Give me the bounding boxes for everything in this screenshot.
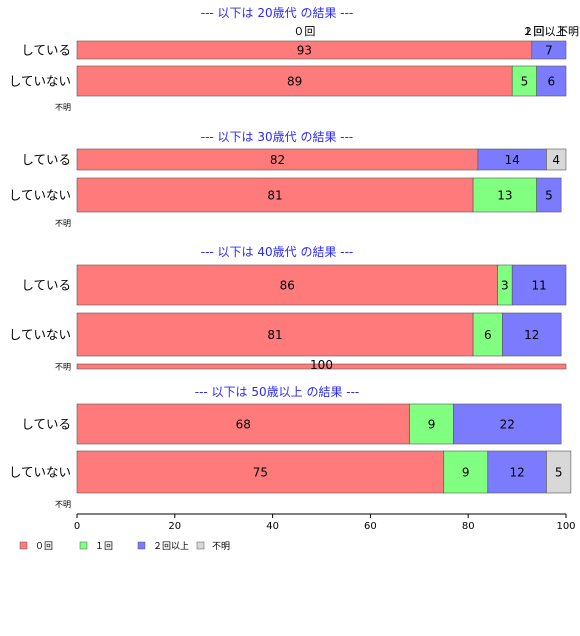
bar-segment-3-0-1 <box>409 403 454 445</box>
bar-segment-3-0-2 <box>453 403 562 445</box>
row-label-0-0: している <box>21 43 71 58</box>
data-label-3-1-2: 12 <box>509 466 524 480</box>
x-tick-label-5: 100 <box>556 521 575 532</box>
bar-segment-1-1-2 <box>536 177 562 213</box>
data-label-3-1-1: 9 <box>462 466 470 480</box>
data-label-0-1-1: 5 <box>521 75 529 89</box>
data-label-2-1-1: 6 <box>484 328 492 342</box>
x-tick-label-2: 40 <box>266 521 279 532</box>
panel-title-1: --- 以下は 30歳代 の結果 --- <box>201 130 354 144</box>
legend-label-1: １回 <box>95 541 113 552</box>
legend-swatch-0 <box>19 541 28 550</box>
data-label-3-0-2: 22 <box>500 418 515 432</box>
bar-segment-3-1-3 <box>546 450 572 494</box>
row-label-3-1: していない <box>9 465 71 480</box>
data-label-1-1-0: 81 <box>267 189 282 203</box>
data-label-0-1-2: 6 <box>548 75 556 89</box>
bar-segment-1-0-3 <box>546 148 567 171</box>
row-label-3-0: している <box>21 417 71 432</box>
data-label-1-0-0: 82 <box>270 153 285 167</box>
row-label-1-1: していない <box>9 188 71 203</box>
bar-segment-2-0-0 <box>76 264 498 306</box>
panel-title-0: --- 以下は 20歳代 の結果 --- <box>201 6 354 20</box>
legend-label-2: ２回以上 <box>153 541 189 552</box>
data-label-0-0-0: 93 <box>297 44 312 58</box>
data-label-2-0-2: 11 <box>531 279 546 293</box>
data-label-2-0-1: 3 <box>501 279 509 293</box>
bar-segment-2-1-0 <box>76 312 474 357</box>
bar-segment-2-2-0 <box>76 363 567 370</box>
data-label-3-1-3: 5 <box>555 466 563 480</box>
data-label-2-1-0: 81 <box>267 328 282 342</box>
bar-segment-2-1-2 <box>502 312 562 357</box>
bar-segment-0-0-2 <box>531 40 567 60</box>
bar-segment-0-1-1 <box>511 65 537 97</box>
bar-segment-3-0-0 <box>76 403 410 445</box>
data-label-3-0-0: 68 <box>236 418 251 432</box>
bar-segment-0-1-0 <box>76 65 513 97</box>
data-label-3-1-0: 75 <box>253 466 268 480</box>
data-label-1-1-1: 13 <box>497 189 512 203</box>
column-header-0: ０回 <box>293 25 315 38</box>
row-label-1-2: 不明 <box>55 219 71 228</box>
bar-segment-2-0-2 <box>511 264 567 306</box>
x-tick-label-4: 80 <box>462 521 475 532</box>
data-label-3-0-1: 9 <box>428 418 436 432</box>
column-header-2: ２回以上 <box>522 25 566 38</box>
bar-segment-3-1-1 <box>443 450 489 494</box>
panel-title-3: --- 以下は 50歳以上 の結果 --- <box>195 385 360 399</box>
legend-swatch-3 <box>196 541 205 550</box>
legend-label-3: 不明 <box>212 541 230 552</box>
column-header-1: １回 <box>522 25 544 38</box>
x-tick-label-1: 20 <box>168 521 181 532</box>
data-label-2-0-0: 86 <box>280 279 295 293</box>
column-header-3: 不明 <box>557 25 579 38</box>
data-label-2-1-2: 12 <box>524 328 539 342</box>
x-tick-label-3: 60 <box>364 521 377 532</box>
panel-title-2: --- 以下は 40歳代 の結果 --- <box>201 245 354 259</box>
bar-segment-1-1-1 <box>472 177 537 213</box>
row-label-3-2: 不明 <box>55 500 71 509</box>
data-label-0-1-0: 89 <box>287 75 302 89</box>
bar-segment-0-1-2 <box>536 65 567 97</box>
row-label-0-1: していない <box>9 74 71 89</box>
bar-segment-3-1-0 <box>76 450 445 494</box>
data-label-0-0-2: 7 <box>545 44 553 58</box>
data-label-1-1-2: 5 <box>545 189 553 203</box>
row-label-2-1: していない <box>9 327 71 342</box>
bar-segment-3-1-2 <box>487 450 547 494</box>
legend-label-0: ０回 <box>35 541 53 552</box>
bar-segment-2-1-1 <box>472 312 503 357</box>
x-tick-label-0: 0 <box>74 521 80 532</box>
row-label-2-0: している <box>21 278 71 293</box>
legend-swatch-1 <box>79 541 88 550</box>
row-label-2-2: 不明 <box>55 363 71 372</box>
row-label-0-2: 不明 <box>55 103 71 112</box>
data-label-1-0-3: 4 <box>552 153 560 167</box>
bar-segment-1-1-0 <box>76 177 474 213</box>
data-label-1-0-2: 14 <box>505 153 520 167</box>
legend-swatch-2 <box>137 541 146 550</box>
row-label-1-0: している <box>21 152 71 167</box>
data-label-2-2-0: 100 <box>310 358 333 372</box>
